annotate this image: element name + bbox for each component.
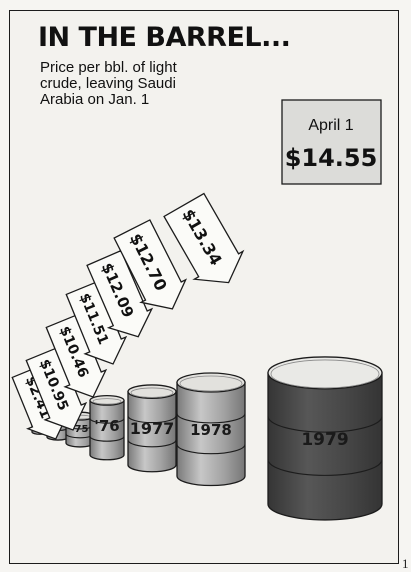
barrel-hoop — [89, 418, 125, 424]
callout-value: $14.55 — [285, 144, 378, 172]
barrel-hoop — [176, 413, 246, 424]
barrel-5: 1978 — [176, 372, 246, 487]
chart-subtitle: Price per bbl. of light crude, leaving S… — [40, 59, 177, 108]
price-tag-shape — [113, 219, 188, 310]
price-tag-shape — [163, 192, 245, 284]
barrel-hoop — [127, 415, 177, 424]
price-tag-shape — [25, 346, 88, 431]
barrel-top-rim — [179, 375, 243, 392]
year-label-2: '75 — [72, 424, 89, 435]
price-tag-shape — [65, 280, 128, 365]
year-label-5: 1978 — [190, 421, 232, 439]
barrel-hoop — [127, 439, 177, 448]
callout-box — [281, 99, 382, 185]
april-callout: April 1 $14.55 — [281, 99, 382, 185]
price-tag-shape — [86, 249, 154, 338]
year-label-4: 1977 — [130, 419, 175, 438]
barrel-top-rim — [270, 359, 380, 389]
barrel-top — [127, 384, 177, 400]
barrel-body — [89, 399, 125, 461]
barrel-hoop — [176, 444, 246, 455]
stray-mark: 1 — [402, 556, 409, 571]
barrel-top — [89, 394, 125, 406]
barrel-top — [267, 356, 383, 390]
year-label-6: 1979 — [301, 430, 348, 450]
year-label-3: '76 — [94, 417, 119, 435]
barrel-hoop — [267, 459, 383, 476]
barrel-top-rim — [92, 398, 122, 405]
barrel-hoop — [267, 416, 383, 433]
barrel-4: 1977 — [127, 384, 177, 473]
barrel-hoop — [89, 436, 125, 442]
price-tags: $2.41$10.95$10.46$11.51$12.09$12.70 $13.3… — [11, 192, 245, 440]
chart-title: IN THE BARREL... — [38, 22, 291, 53]
barrel-top — [176, 372, 246, 393]
barrel-3: '76 — [89, 394, 125, 461]
barrel-body — [176, 381, 246, 487]
barrel-body — [267, 372, 383, 521]
barrel-body — [127, 391, 177, 473]
barrel-top-rim — [130, 387, 174, 398]
barrel-6: 1979 — [267, 356, 383, 521]
price-tag-shape — [45, 313, 108, 398]
callout-date: April 1 — [308, 117, 353, 134]
